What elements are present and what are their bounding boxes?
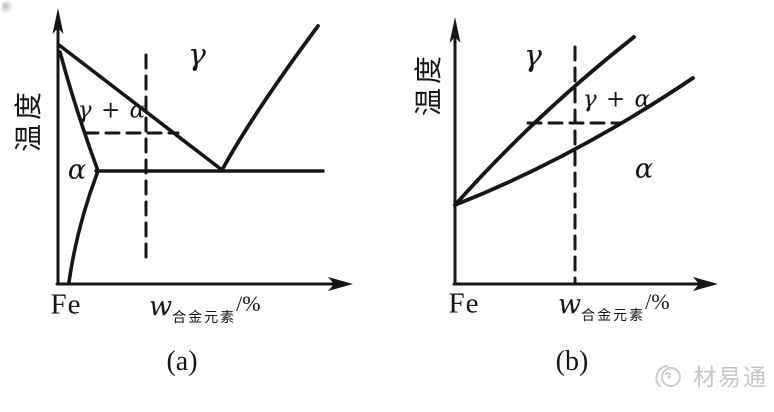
a-region-label-alpha: α (67, 154, 87, 186)
watermark-text: 材易通 (693, 364, 768, 390)
b-x-axis-label: w合金元素/% (558, 289, 670, 324)
watermark-logo-icon (655, 365, 681, 387)
a-x-axis-label: w合金元素/% (149, 291, 261, 326)
a-gamma-upper-boundary (57, 43, 224, 172)
a-gamma-right-boundary (220, 24, 320, 172)
a-y-axis-arrowhead (52, 8, 64, 34)
b-x-axis-unit: /% (645, 289, 670, 314)
a-x-axis-symbol: w (149, 291, 173, 322)
b-x-axis-arrowhead (693, 277, 718, 291)
b-y-axis-arrowhead (449, 17, 461, 43)
b-region-label-gamma-plus-alpha: γ + α (582, 86, 652, 113)
b-gamma-lower-boundary (453, 76, 695, 207)
b-y-axis-label: 温度 (414, 51, 445, 117)
a-region-label-gamma-plus-alpha: γ + α (77, 97, 147, 124)
b-x-axis-subscript: 合金元素 (581, 309, 646, 324)
b-origin-label: Fe (448, 287, 480, 320)
a-y-axis-label: 温度 (14, 87, 45, 153)
b-region-label-alpha: α (634, 153, 654, 185)
a-x-axis-arrowhead (328, 277, 353, 291)
corner-smudge-artifact (1, 1, 13, 14)
watermark: 材易通 (652, 362, 768, 392)
a-x-axis-unit: /% (236, 291, 261, 316)
a-region-label-gamma: γ (188, 38, 206, 73)
a-x-axis-subscript: 合金元素 (172, 311, 237, 326)
b-region-label-gamma: γ (524, 39, 542, 74)
b-gamma-upper-boundary (453, 35, 636, 207)
b-caption: (b) (555, 346, 589, 377)
b-x-axis-symbol: w (558, 289, 582, 320)
a-alpha-solvus (67, 169, 100, 284)
a-origin-label: Fe (50, 288, 82, 321)
a-caption: (a) (166, 346, 198, 377)
a-gamma-alpha-left-boundary (58, 50, 100, 173)
